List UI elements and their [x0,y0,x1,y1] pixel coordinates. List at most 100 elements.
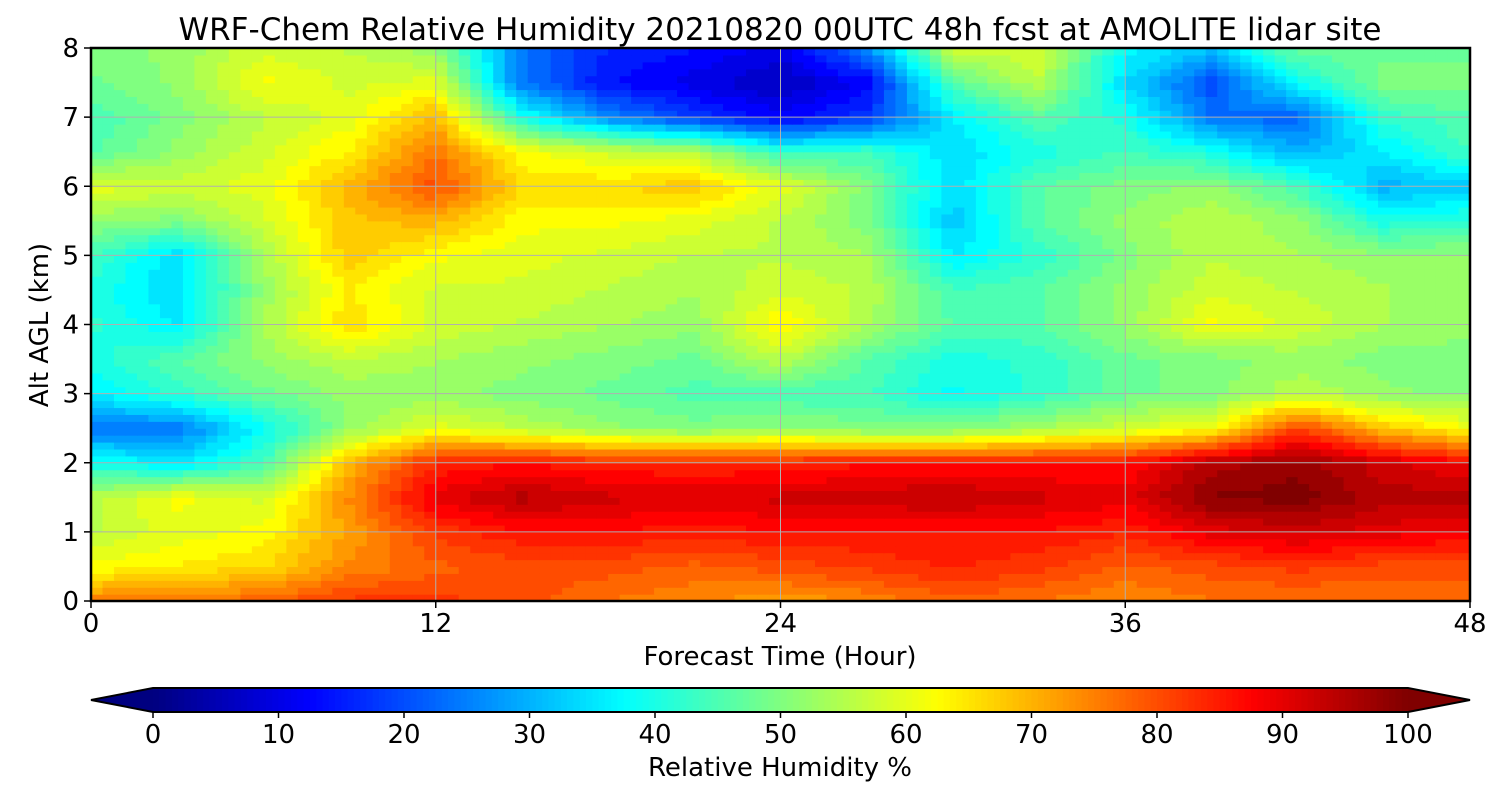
heatmap-cell [148,587,161,595]
heatmap-cell [791,310,805,319]
heatmap-cell [975,393,988,402]
heatmap-cell [171,594,184,601]
heatmap-cell [481,594,494,601]
heatmap-cell [1033,448,1046,457]
heatmap-cell [1148,559,1161,568]
heatmap-cell [412,538,425,547]
heatmap-cell [1194,511,1207,519]
heatmap-cell [447,511,460,519]
heatmap-cell [929,421,942,429]
heatmap-cell [286,331,299,339]
heatmap-cell [1228,428,1241,436]
heatmap-cell [826,483,839,491]
heatmap-cell [665,365,678,374]
heatmap-cell [1401,448,1414,457]
heatmap-cell [700,359,713,367]
heatmap-cell [1366,511,1379,519]
heatmap-cell [424,580,437,588]
heatmap-cell [148,518,161,526]
heatmap-cell [194,511,207,519]
heatmap-cell [906,435,919,443]
heatmap-cell [860,483,874,491]
heatmap-cell [952,490,965,498]
heatmap-cell [263,518,276,526]
heatmap-cell [274,331,287,339]
heatmap-cell [1090,359,1103,367]
heatmap-cell [1309,379,1322,388]
heatmap-cell [872,324,885,333]
heatmap-cell [389,504,402,512]
heatmap-cell [837,379,851,388]
heatmap-cell [412,331,425,339]
heatmap-cell [734,469,747,478]
heatmap-cell [470,559,483,568]
heatmap-cell [539,580,552,588]
heatmap-cell [539,455,552,464]
heatmap-cell [964,345,977,353]
heatmap-cell [562,448,575,457]
heatmap-cell [677,483,690,491]
heatmap-cell [136,400,150,409]
heatmap-cell [194,504,207,512]
heatmap-cell [1412,448,1425,457]
heatmap-cell [860,359,874,367]
heatmap-cell [769,338,782,346]
heatmap-cell [527,310,540,319]
heatmap-cell [642,352,655,360]
heatmap-cell [1171,559,1184,568]
heatmap-cell [654,504,667,512]
heatmap-cell [837,448,851,457]
heatmap-cell [1148,552,1161,561]
heatmap-cell [401,310,414,319]
heatmap-cell [1332,594,1345,601]
heatmap-cell [159,552,173,561]
heatmap-cell [964,469,977,478]
heatmap-cell [1044,365,1057,374]
heatmap-cell [883,435,897,443]
heatmap-cell [619,345,632,353]
heatmap-cell [975,462,988,471]
heatmap-cell [929,365,942,374]
heatmap-cell [1240,435,1253,443]
heatmap-cell [941,435,954,443]
heatmap-cell [872,462,885,471]
heatmap-cell [688,393,701,402]
heatmap-cell [424,359,437,367]
heatmap-cell [746,421,759,429]
heatmap-cell [389,407,402,415]
heatmap-cell [906,573,919,581]
heatmap-cell [1033,476,1046,485]
heatmap-cell [849,587,862,595]
heatmap-cell [837,580,851,588]
heatmap-cell [493,594,506,601]
heatmap-cell [998,317,1011,326]
heatmap-cell [1424,352,1437,360]
heatmap-cell [182,338,196,346]
heatmap-cell [1389,580,1402,588]
heatmap-cell [677,414,690,422]
heatmap-cell [619,324,632,333]
heatmap-cell [803,524,816,533]
heatmap-cell [608,552,621,561]
heatmap-cell [585,317,598,326]
heatmap-cell [332,531,345,540]
heatmap-cell [1171,428,1184,436]
heatmap-cell [1251,317,1264,326]
heatmap-cell [516,559,529,568]
heatmap-cell [194,414,207,422]
heatmap-cell [251,490,264,498]
heatmap-cell [286,352,299,360]
heatmap-cell [1458,379,1470,388]
heatmap-cell [849,518,862,526]
heatmap-cell [378,414,391,422]
heatmap-cell [746,407,759,415]
heatmap-cell [757,531,770,540]
heatmap-cell [102,476,115,485]
heatmap-cell [194,435,207,443]
heatmap-cell [263,338,276,346]
heatmap-cell [1021,442,1034,450]
heatmap-cell [642,393,655,402]
heatmap-cell [906,414,919,422]
heatmap-cell [998,365,1011,374]
heatmap-cell [573,310,586,319]
